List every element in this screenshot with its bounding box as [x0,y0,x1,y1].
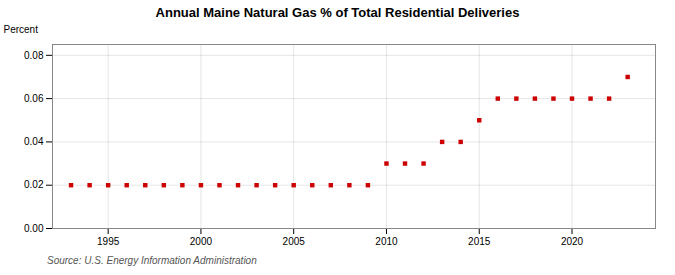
svg-text:0.02: 0.02 [24,179,44,190]
svg-text:2005: 2005 [283,236,306,247]
svg-text:0.06: 0.06 [24,93,44,104]
svg-text:0.04: 0.04 [24,136,44,147]
html-text:Source: U.S. Energy Informatio: Source: U.S. Energy Information Administ… [47,255,257,266]
html-text:Annual Maine Natural Gas % of: Annual Maine Natural Gas % of Total Resi… [155,5,520,20]
svg-text:Percent: Percent [4,24,39,35]
svg-text:0.00: 0.00 [24,223,44,234]
svg-text:2015: 2015 [468,236,491,247]
svg-text:0.08: 0.08 [24,50,44,61]
svg-text:1995: 1995 [97,236,120,247]
svg-text:2020: 2020 [561,236,584,247]
svg-text:2010: 2010 [375,236,398,247]
svg-text:2000: 2000 [190,236,213,247]
